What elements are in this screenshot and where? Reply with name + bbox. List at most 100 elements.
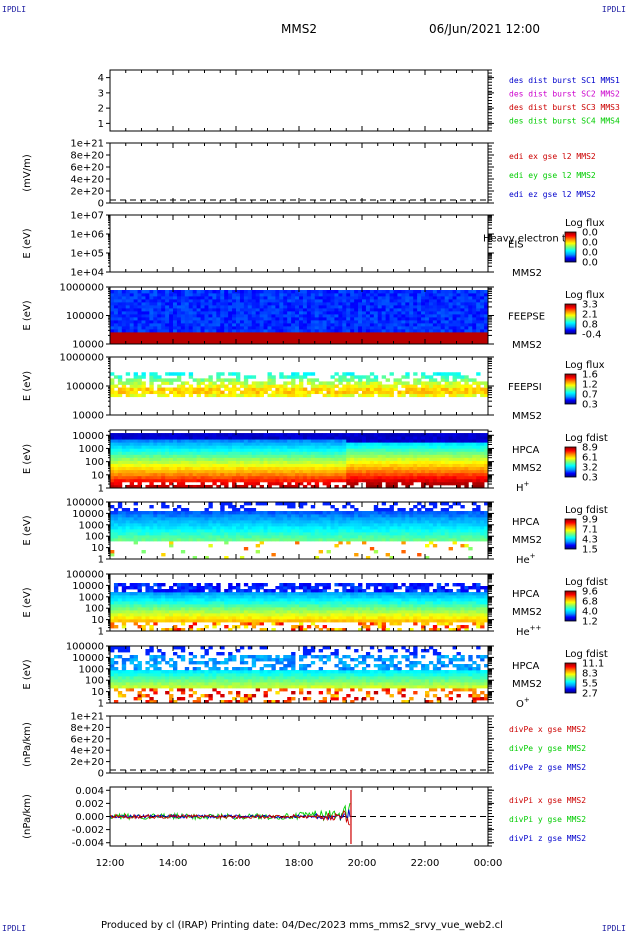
heatmap-cell [247,338,253,342]
heatmap-cell [472,451,477,455]
heatmap-cell [401,338,406,342]
heatmap-cell [283,466,288,471]
heatmap-cell [314,463,320,468]
heatmap-cell [224,523,229,527]
heatmap-cell [444,311,450,315]
heatmap-cell [287,387,292,391]
heatmap-cell [275,384,280,388]
heatmap-cell [358,381,363,385]
heatmap-cell [472,475,477,480]
heatmap-cell [220,517,225,521]
heatmap-cell [165,478,170,483]
heatmap-cell [153,320,158,324]
heatmap-cell [157,442,162,446]
heatmap-cell [208,448,213,452]
heatmap-cell [110,320,115,324]
heatmap-cell [224,556,229,560]
heatmap-cell [417,469,422,474]
heatmap-cell [259,290,264,294]
heatmap-cell [173,372,178,376]
heatmap-cell [369,290,375,294]
heatmap-cell [137,329,142,333]
heatmap-cell [480,457,485,461]
heatmap-cell [365,393,371,398]
heatmap-cell [153,484,158,489]
heatmap-cell [362,299,367,303]
heatmap-cell [180,341,186,345]
heatmap-cell [393,311,398,315]
heatmap-cell [216,329,221,333]
heatmap-cell [153,466,158,471]
heatmap-cell [409,290,414,294]
heatmap-cell [389,323,394,327]
heatmap-cell [472,387,477,391]
heatmap-cell [432,296,438,300]
heatmap-cell [133,308,138,312]
heatmap-cell [121,381,127,385]
heatmap-cell [133,535,138,539]
heatmap-cell [330,393,335,398]
heatmap-cell [326,314,331,318]
heatmap-cell [452,378,457,382]
heatmap-cell [413,442,418,446]
heatmap-cell [452,460,457,464]
heatmap-cell [239,308,245,312]
heatmap-cell [436,311,442,315]
heatmap-cell [326,387,331,391]
heatmap-cell [362,442,367,446]
heatmap-cell [436,293,442,297]
heatmap-cell [322,293,327,297]
heatmap-cell [228,517,233,521]
heatmap-cell [338,296,343,300]
heatmap-cell [381,393,387,398]
heatmap-cell [436,387,442,391]
heatmap-cell [314,448,320,452]
heatmap-cell [299,335,304,339]
heatmap-cell [421,323,426,327]
heatmap-cell [409,436,414,440]
heatmap-cell [216,511,221,515]
heatmap-cell [444,448,450,452]
heatmap-cell [259,341,264,345]
heatmap-cell [354,475,359,480]
heatmap-cell [196,335,201,339]
heatmap-cell [279,448,284,452]
heatmap-cell [224,472,229,477]
heatmap-cell [279,463,284,468]
heatmap-cell [173,299,178,303]
heatmap-cell [346,460,351,464]
heatmap-cell [208,505,213,509]
heatmap-cell [169,541,174,545]
heatmap-cell [157,390,162,395]
heatmap-cell [157,451,162,455]
heatmap-cell [279,390,284,395]
heatmap-cell [243,463,249,468]
heatmap-cell [326,457,331,461]
heatmap-cell [302,372,308,376]
heatmap-cell [133,514,138,518]
heatmap-cell [184,526,190,530]
heatmap-cell [196,538,201,542]
heatmap-cell [397,457,402,461]
heatmap-cell [291,332,296,336]
heatmap-cell [196,314,201,318]
heatmap-cell [125,523,131,527]
heatmap-cell [397,302,402,306]
heatmap-cell [239,451,245,455]
heatmap-cell [259,299,264,303]
heatmap-cell [314,472,320,477]
heatmap-cell [169,436,174,440]
heatmap-cell [165,442,170,446]
heatmap-cell [161,448,166,452]
heatmap-cell [484,390,489,395]
heatmap-cell [480,299,485,303]
heatmap-cell [165,517,170,521]
heatmap-cell [137,514,142,518]
heatmap-cell [444,457,450,461]
heatmap-cell [425,481,430,486]
heatmap-cell [180,442,186,446]
heatmap-cell [169,538,174,542]
heatmap-cell [393,296,398,300]
heatmap-cell [409,445,414,449]
heatmap-cell [275,329,280,333]
